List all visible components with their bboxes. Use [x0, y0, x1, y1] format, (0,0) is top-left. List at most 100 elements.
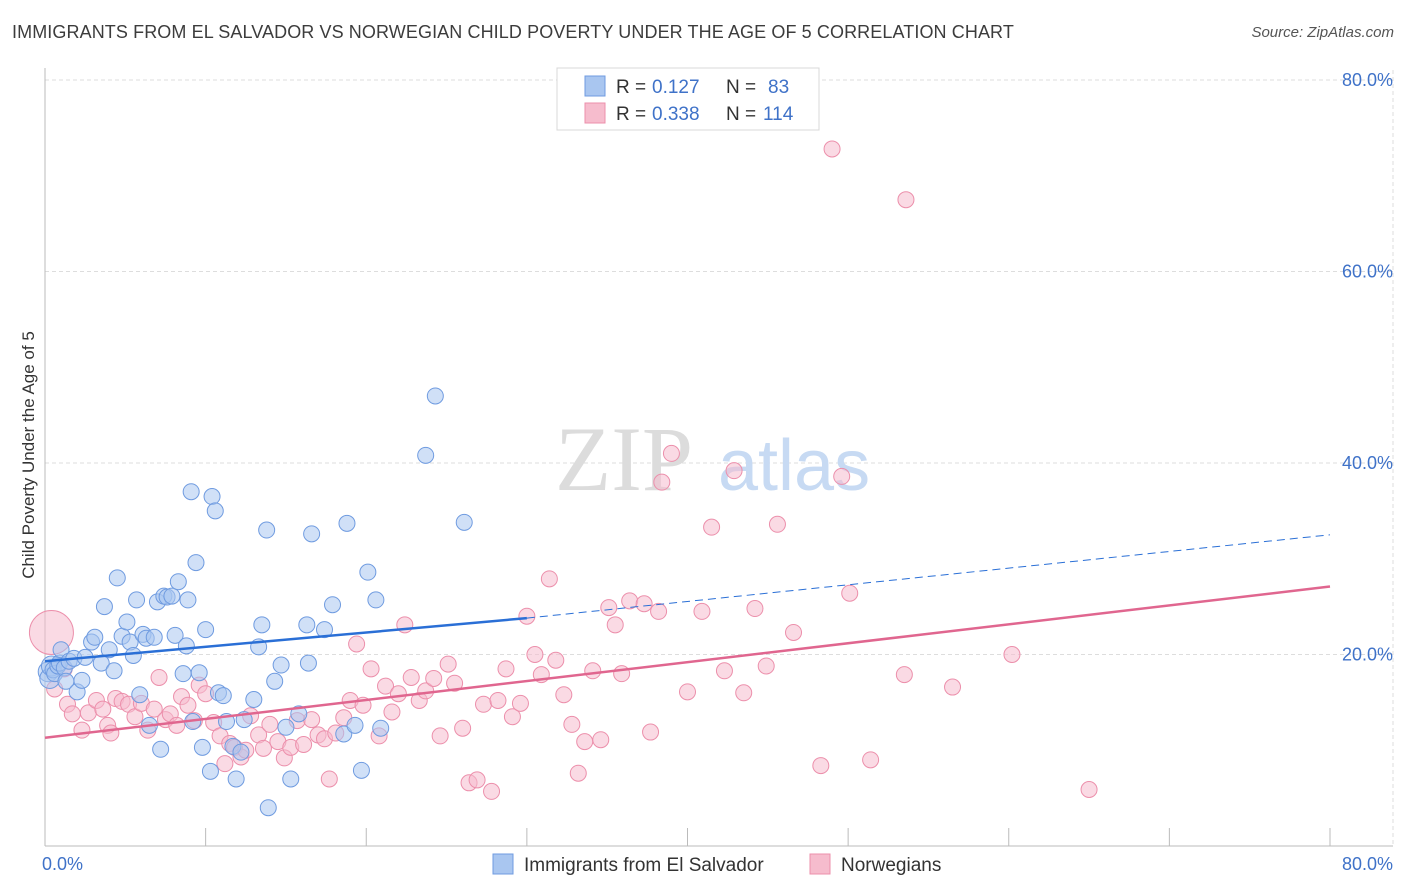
data-point-el-salvador — [367, 591, 385, 609]
bottom-legend-swatch-pink — [809, 853, 831, 875]
data-point-norwegians — [642, 723, 660, 741]
data-point-el-salvador — [118, 613, 136, 631]
data-point-norwegians — [383, 703, 401, 721]
data-point-norwegians — [679, 683, 696, 701]
y-tick-label: 60.0% — [1342, 262, 1393, 282]
data-point-el-salvador — [359, 563, 377, 581]
data-point-norwegians — [102, 724, 120, 742]
data-point-norwegians — [402, 668, 420, 686]
data-point-el-salvador — [163, 587, 181, 605]
data-point-norwegians — [944, 678, 962, 696]
data-point-el-salvador — [206, 502, 224, 520]
norwegians-points — [28, 140, 1098, 800]
data-point-norwegians — [511, 694, 529, 712]
data-point-norwegians — [526, 646, 544, 663]
data-point-norwegians — [94, 700, 112, 718]
data-point-norwegians — [540, 570, 558, 588]
data-point-norwegians — [518, 607, 536, 625]
data-point-norwegians — [150, 668, 168, 686]
data-point-el-salvador — [298, 616, 316, 634]
data-point-norwegians — [693, 602, 711, 620]
data-point-el-salvador — [201, 762, 219, 780]
data-point-norwegians — [295, 736, 313, 754]
data-point-norwegians — [592, 731, 610, 749]
data-point-norwegians — [662, 444, 680, 462]
x-tick-label: 0.0% — [42, 854, 83, 874]
data-point-el-salvador — [282, 770, 300, 788]
data-point-el-salvador — [338, 514, 356, 532]
data-point-el-salvador — [324, 596, 342, 614]
data-point-norwegians — [468, 771, 486, 789]
legend-r-value-blue: 0.127 — [652, 77, 700, 98]
data-point-el-salvador — [152, 740, 170, 758]
data-point-el-salvador — [166, 626, 184, 644]
data-point-el-salvador — [108, 569, 126, 587]
data-point-el-salvador — [203, 488, 221, 506]
data-point-el-salvador — [227, 770, 245, 788]
data-point-norwegians — [362, 660, 380, 678]
data-point-el-salvador — [128, 591, 146, 609]
data-point-el-salvador — [169, 573, 187, 591]
legend-n-value-blue: 83 — [768, 77, 789, 98]
data-point-norwegians — [261, 715, 279, 733]
data-point-norwegians — [897, 191, 915, 209]
legend-n-label-blue: N = — [726, 77, 756, 98]
data-point-norwegians — [823, 140, 841, 158]
legend-r-label-blue: R = — [616, 77, 646, 98]
data-point-el-salvador — [315, 621, 333, 639]
data-point-norwegians — [179, 696, 197, 714]
data-point-norwegians — [606, 616, 624, 634]
chart-title: IMMIGRANTS FROM EL SALVADOR VS NORWEGIAN… — [12, 22, 1014, 42]
data-point-norwegians — [650, 602, 668, 620]
data-point-el-salvador — [277, 718, 295, 736]
data-point-norwegians — [715, 662, 733, 680]
data-point-el-salvador — [303, 525, 321, 543]
trend-line-norwegians — [44, 585, 1331, 740]
data-point-norwegians — [735, 684, 753, 702]
data-point-el-salvador — [417, 446, 435, 464]
data-point-el-salvador — [253, 616, 271, 634]
data-point-norwegians — [320, 770, 338, 788]
bottom-legend-swatch-blue — [492, 853, 514, 875]
data-point-el-salvador — [105, 662, 123, 680]
data-point-norwegians — [703, 518, 721, 536]
data-point-norwegians — [862, 751, 880, 769]
data-point-el-salvador — [245, 691, 263, 709]
data-point-norwegians — [145, 700, 163, 718]
y-axis-label: Child Poverty Under the Age of 5 — [19, 331, 38, 579]
data-point-norwegians — [1003, 646, 1021, 663]
grid-lines — [45, 70, 1394, 846]
data-point-el-salvador — [352, 761, 370, 779]
data-point-el-salvador — [193, 738, 211, 756]
watermark: ZIP atlas — [555, 408, 870, 510]
data-point-norwegians — [425, 669, 443, 687]
data-point-el-salvador — [177, 637, 195, 655]
data-point-norwegians — [833, 467, 851, 485]
legend-swatch-blue — [584, 75, 606, 97]
data-point-el-salvador — [145, 628, 163, 646]
legend-n-value-pink: 114 — [763, 104, 794, 125]
data-point-norwegians — [555, 686, 573, 704]
data-point-norwegians — [475, 695, 493, 713]
data-point-norwegians — [489, 691, 507, 709]
data-point-el-salvador — [95, 598, 113, 616]
data-point-norwegians — [73, 721, 91, 739]
data-point-norwegians — [584, 662, 602, 680]
data-point-norwegians — [600, 599, 618, 617]
data-point-el-salvador — [299, 654, 317, 672]
data-point-norwegians — [63, 705, 81, 723]
x-tick-label: 80.0% — [1342, 854, 1393, 874]
bottom-legend-label-blue: Immigrants from El Salvador — [524, 855, 764, 876]
data-point-norwegians — [757, 657, 775, 675]
el-salvador-points — [37, 387, 473, 817]
data-point-norwegians — [446, 674, 464, 692]
data-point-norwegians — [569, 764, 587, 782]
data-point-el-salvador — [214, 687, 232, 705]
data-point-el-salvador — [290, 705, 308, 723]
data-point-el-salvador — [182, 483, 200, 501]
data-point-norwegians — [431, 727, 449, 745]
bottom-legend-label-pink: Norwegians — [841, 855, 941, 876]
data-point-el-salvador — [426, 387, 444, 405]
data-point-el-salvador — [266, 672, 284, 690]
